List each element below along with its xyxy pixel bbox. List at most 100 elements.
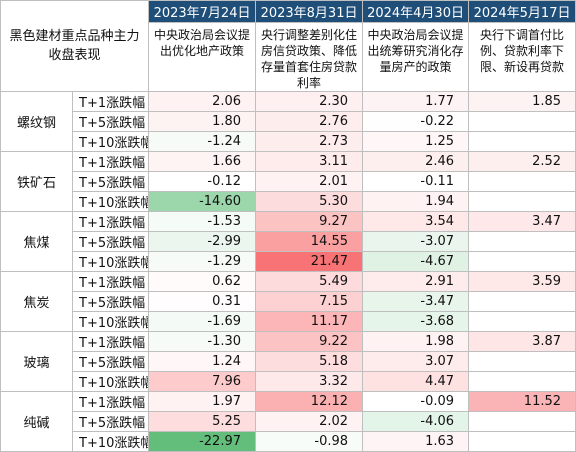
value-cell: 2.01 [255,171,364,192]
product-name: 纯碱 [0,391,73,452]
value-cell: -3.07 [362,231,470,252]
value-cell: 7.15 [255,291,364,312]
table-row: 焦炭 T+1涨跌幅 0.62 5.49 2.91 3.59 [0,271,576,332]
table-row: 焦煤 T+1涨跌幅 -1.53 9.27 3.54 3.47 [0,211,576,272]
value-cell: 2.02 [255,411,364,432]
value-cell: 1.98 [362,331,470,352]
metric-label: T+10涨跌幅 [71,251,150,272]
value-cell: 5.25 [148,411,257,432]
value-cell [468,411,576,432]
metric-label: T+10涨跌幅 [71,131,150,152]
product-name: 玻璃 [0,331,73,392]
value-cell: -0.22 [362,111,470,132]
value-cell [468,251,576,272]
table-row: T+5涨跌幅 0.31 7.15 -3.47 [1,291,576,312]
table-row: T+5涨跌幅 5.25 2.02 -4.06 [1,411,576,432]
product-name: 焦煤 [0,211,73,272]
value-cell [468,311,576,332]
value-cell: 3.47 [468,211,576,232]
value-cell: 3.11 [255,151,364,172]
metric-label: T+1涨跌幅 [71,151,150,172]
metric-label: T+1涨跌幅 [71,211,150,232]
value-cell: 2.06 [148,91,257,112]
table-row: 螺纹钢 T+1涨跌幅 2.06 2.30 1.77 1.85 [0,91,576,152]
value-cell: 2.46 [362,151,470,172]
value-cell: 12.12 [255,391,364,412]
date-header: 2023年7月24日 [148,0,257,23]
value-cell: -22.97 [148,431,257,452]
value-cell [468,231,576,252]
value-cell: 0.62 [148,271,257,292]
value-cell: 3.32 [255,371,364,392]
table-row: T+10涨跌幅 -1.69 11.17 -3.68 [1,311,576,332]
value-cell: 14.55 [255,231,364,252]
metric-label: T+5涨跌幅 [71,171,150,192]
value-cell: 5.18 [255,351,364,372]
value-cell: 0.31 [148,291,257,312]
table-row: T+10涨跌幅 -1.24 2.73 1.25 [1,131,576,152]
table-row: T+10涨跌幅 7.96 3.32 4.47 [1,371,576,392]
metric-label: T+10涨跌幅 [71,431,150,452]
metric-label: T+10涨跌幅 [71,311,150,332]
value-cell: 1.94 [362,191,470,212]
value-cell: 3.07 [362,351,470,372]
metric-label: T+5涨跌幅 [71,231,150,252]
product-name: 焦炭 [0,271,73,332]
table-row: T+5涨跌幅 -0.12 2.01 -0.11 [1,171,576,192]
value-cell: -3.68 [362,311,470,332]
table-row: 玻璃 T+1涨跌幅 -1.30 9.22 1.98 3.87 [0,331,576,392]
value-cell: 11.52 [468,391,576,412]
date-header-row: 黑色建材重点品种主力收盘表现 2023年7月24日 2023年8月31日 202… [0,0,576,92]
metric-label: T+10涨跌幅 [71,371,150,392]
value-cell: -0.11 [362,171,470,192]
product-name: 铁矿石 [0,151,73,212]
table-row: T+5涨跌幅 1.24 5.18 3.07 [1,351,576,372]
value-cell: 1.25 [362,131,470,152]
value-cell: -0.98 [255,431,364,452]
metric-label: T+1涨跌幅 [71,391,150,412]
value-cell: -4.06 [362,411,470,432]
value-cell [468,111,576,132]
event-description: 中央政治局会议提出优化地产政策 [148,22,257,92]
date-header: 2023年8月31日 [255,0,364,23]
value-cell: -1.69 [148,311,257,332]
value-cell: 21.47 [255,251,364,272]
value-cell: 2.76 [255,111,364,132]
value-cell: 2.73 [255,131,364,152]
event-header-row: 中央政治局会议提出优化地产政策 央行调整差别化住房信贷政策、降低存量首套住房贷款… [1,22,576,92]
value-cell: -1.53 [148,211,257,232]
corner-label: 黑色建材重点品种主力收盘表现 [0,0,150,92]
table-row: T+5涨跌幅 -2.99 14.55 -3.07 [1,231,576,252]
value-cell: 1.77 [362,91,470,112]
table-row: T+5涨跌幅 1.80 2.76 -0.22 [1,111,576,132]
value-cell: 7.96 [148,371,257,392]
value-cell: 4.47 [362,371,470,392]
value-cell: -14.60 [148,191,257,212]
value-cell [468,131,576,152]
table-row: 铁矿石 T+1涨跌幅 1.66 3.11 2.46 2.52 [0,151,576,212]
value-cell: 2.30 [255,91,364,112]
value-cell: 2.91 [362,271,470,292]
value-cell: 9.27 [255,211,364,232]
event-description: 央行调整差别化住房信贷政策、降低存量首套住房贷款利率 [255,22,364,92]
value-cell: -0.12 [148,171,257,192]
value-cell: -1.30 [148,331,257,352]
value-cell: 5.30 [255,191,364,212]
value-cell [468,431,576,452]
metric-label: T+5涨跌幅 [71,111,150,132]
event-description: 央行下调首付比例、贷款利率下限、新设再贷款 [468,22,576,92]
table-row: 纯碱 T+1涨跌幅 1.97 12.12 -0.09 11.52 [0,391,576,452]
metric-label: T+10涨跌幅 [71,191,150,212]
value-cell: -4.67 [362,251,470,272]
value-cell: 1.63 [362,431,470,452]
value-cell: 1.97 [148,391,257,412]
value-cell: 3.54 [362,211,470,232]
value-cell: -2.99 [148,231,257,252]
value-cell: 1.24 [148,351,257,372]
value-cell: -1.29 [148,251,257,272]
value-cell [468,291,576,312]
value-cell: 11.17 [255,311,364,332]
value-cell: 3.59 [468,271,576,292]
